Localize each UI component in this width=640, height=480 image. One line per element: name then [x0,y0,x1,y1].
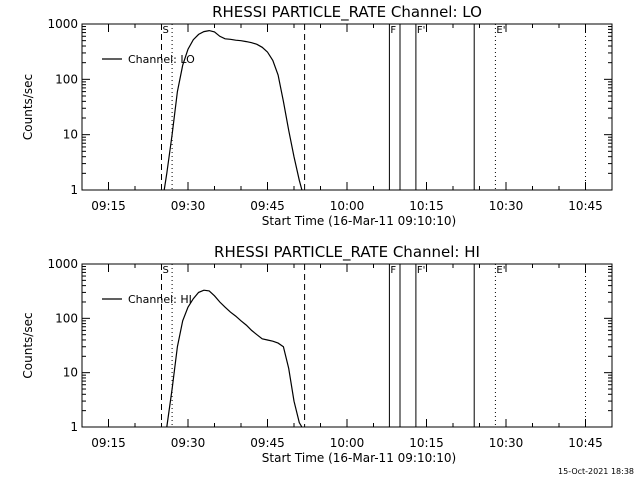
x-tick-label: 09:15 [91,436,126,450]
x-tick-label: 09:45 [250,199,285,213]
event-marker-label: E' [496,265,505,276]
y-tick-label: 100 [55,72,78,86]
series-line-channel-hi [166,289,303,428]
x-tick-label: 10:15 [409,199,444,213]
x-tick-label: 10:00 [330,436,365,450]
chart-panel-2: RHESSI PARTICLE_RATE Channel: HI 1 10 100 10… [21,243,613,465]
event-marker-label: F [390,25,396,36]
x-axis-label: Start Time (16-Mar-11 09:10:10) [262,451,456,465]
x-tick-label: 10:45 [568,436,603,450]
y-tick-label: 100 [55,311,78,325]
footer-timestamp: 15-Oct-2021 18:38 [558,467,634,476]
event-marker-label: S [163,25,169,36]
chart-title: RHESSI PARTICLE_RATE Channel: LO [212,3,482,22]
event-marker-label: F' [417,25,426,36]
y-axis-label: Counts/sec [21,312,35,378]
x-tick-label: 10:00 [330,199,365,213]
chart-title: RHESSI PARTICLE_RATE Channel: HI [214,243,480,262]
x-tick-label: 10:30 [489,436,524,450]
y-tick-label: 1000 [47,17,78,31]
x-axis-label: Start Time (16-Mar-11 09:10:10) [262,214,456,228]
x-tick-label: 10:15 [409,436,444,450]
y-tick-label: 1000 [47,257,78,271]
y-tick-label: 10 [63,128,78,142]
y-tick-label: 1 [70,420,78,434]
y-axis-label: Counts/sec [21,74,35,140]
event-marker-label: E' [496,25,505,36]
legend-label: Channel: HI [128,293,192,306]
event-marker-label: F [390,265,396,276]
x-tick-label: 09:15 [91,199,126,213]
y-tick-label: 1 [70,183,78,197]
event-marker-label: S [163,265,169,276]
legend-label: Channel: LO [128,53,195,66]
x-tick-label: 09:45 [250,436,285,450]
x-tick-label: 10:30 [489,199,524,213]
x-tick-label: 10:45 [568,199,603,213]
x-tick-label: 09:30 [171,436,206,450]
chart-panel-1: RHESSI PARTICLE_RATE Channel: LO 1 10 100 10… [21,3,613,228]
x-tick-label: 09:30 [171,199,206,213]
series-line-channel-lo [163,29,303,191]
event-marker-label: F' [417,265,426,276]
y-tick-label: 10 [63,366,78,380]
